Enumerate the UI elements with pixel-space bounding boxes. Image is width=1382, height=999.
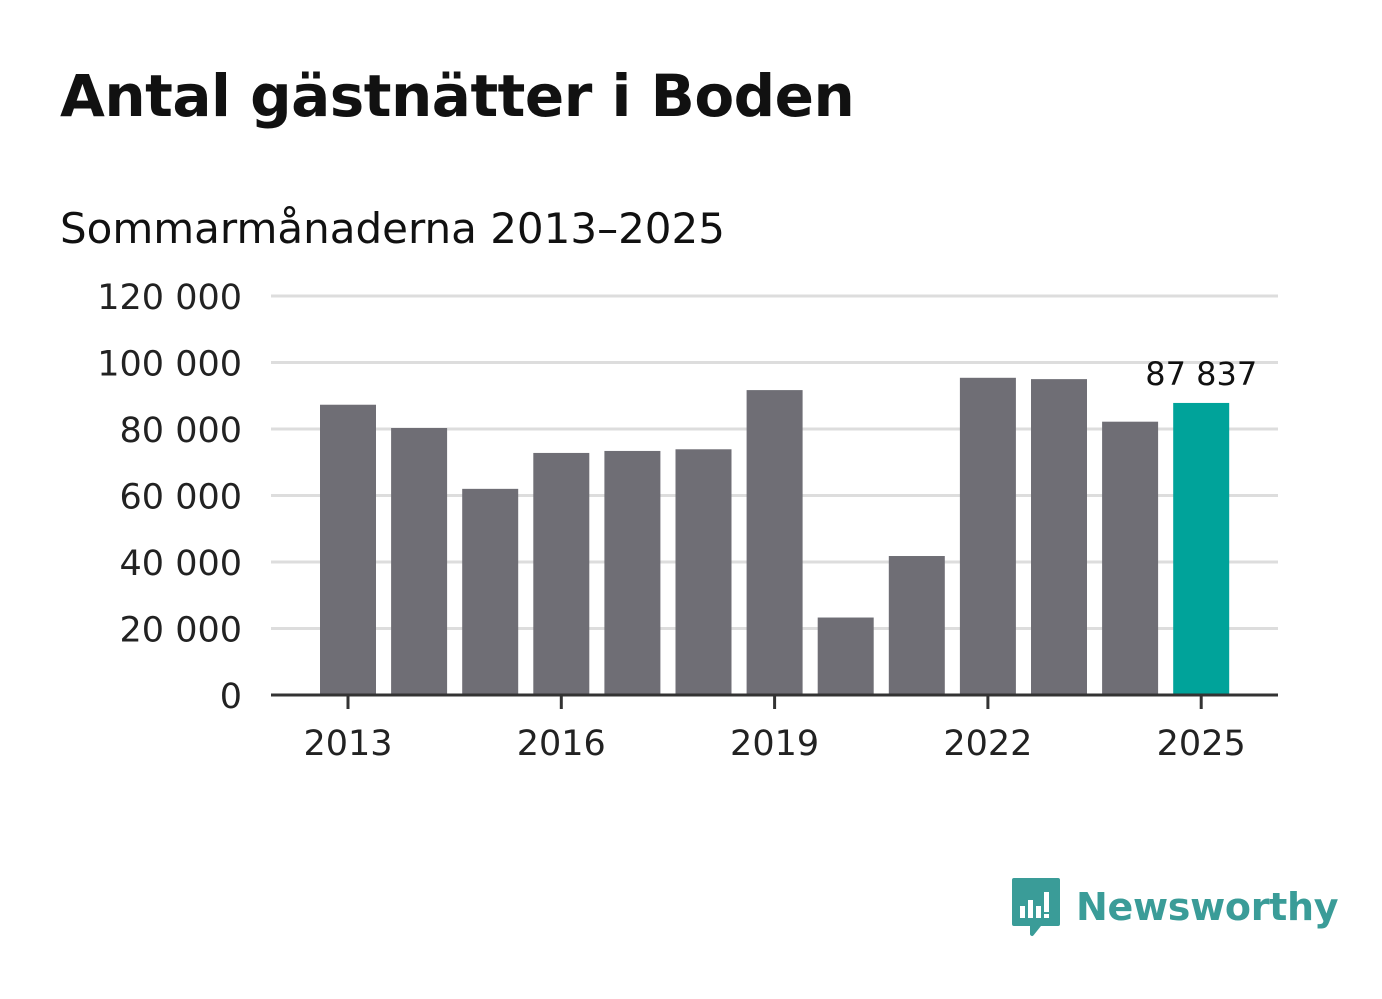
chart-subtitle: Sommarmånaderna 2013–2025 <box>60 204 725 253</box>
x-tick-label: 2019 <box>730 724 819 764</box>
y-tick-label: 100 000 <box>97 345 242 385</box>
bars <box>320 377 1230 695</box>
bar-2020 <box>817 617 874 695</box>
y-tick-label: 80 000 <box>120 411 242 451</box>
newsworthy-logo-icon <box>1012 878 1060 936</box>
bar-2013 <box>320 404 376 695</box>
bar-2016 <box>533 452 590 695</box>
bar-2019 <box>746 390 803 695</box>
data-labels: 87 837 <box>1145 355 1257 393</box>
x-tick-label: 2013 <box>303 724 392 764</box>
y-tick-label: 120 000 <box>97 278 242 318</box>
bar-2023 <box>1031 379 1087 695</box>
y-tick-label: 0 <box>220 677 242 717</box>
x-axis-ticks: 2013 2016 2019 2022 2025 <box>303 695 1246 764</box>
brand-name: Newsworthy <box>1076 885 1339 929</box>
data-label-2025: 87 837 <box>1145 355 1257 393</box>
y-tick-label: 40 000 <box>120 544 242 584</box>
x-tick-label: 2016 <box>517 724 606 764</box>
bar-2017 <box>604 450 661 695</box>
y-tick-label: 60 000 <box>120 478 242 518</box>
bar-2018 <box>675 449 732 695</box>
brand-logo: Newsworthy <box>1010 876 1339 938</box>
bar-2015 <box>462 488 519 695</box>
bar-2021 <box>888 556 945 695</box>
bar-2014 <box>391 428 448 695</box>
y-axis-ticks: 0 20 000 40 000 60 000 80 000 100 000 120 000 <box>97 278 242 717</box>
x-tick-label: 2025 <box>1157 724 1246 764</box>
bar-2024 <box>1102 421 1159 695</box>
bar-2025 <box>1173 402 1230 695</box>
y-tick-label: 20 000 <box>120 611 242 651</box>
x-tick-label: 2022 <box>943 724 1032 764</box>
bar-2022 <box>959 377 1016 695</box>
chart-title: Antal gästnätter i Boden <box>60 62 855 130</box>
